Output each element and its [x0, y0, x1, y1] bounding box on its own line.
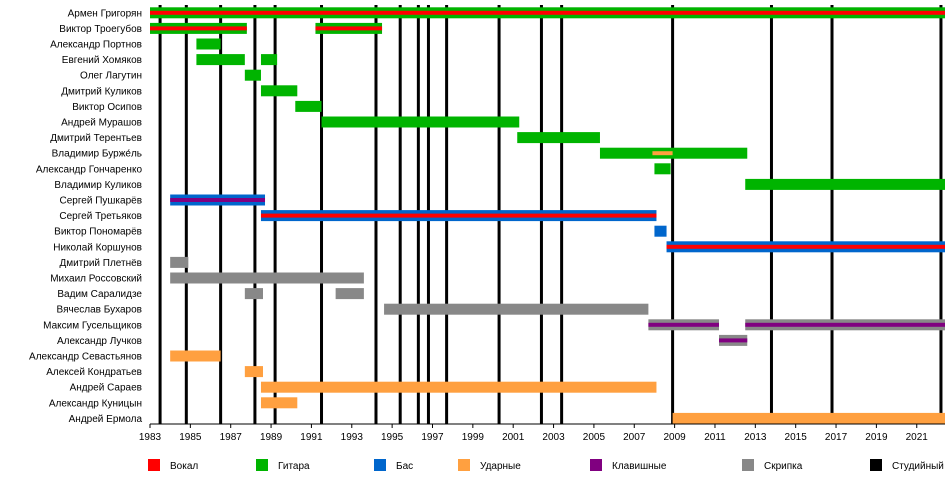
member-bar-stripe	[150, 10, 945, 15]
legend-swatch	[374, 459, 386, 471]
member-name: Максим Гусельщиков	[43, 320, 142, 331]
legend-swatch	[148, 459, 160, 471]
x-tick-label: 1993	[341, 432, 364, 443]
member-name: Михаил Россовский	[50, 274, 142, 285]
member-bar	[244, 288, 263, 300]
x-tick-label: 2021	[906, 432, 929, 443]
member-name: Александр Гончаренко	[36, 164, 143, 175]
member-name: Сергей Третьяков	[59, 211, 142, 222]
legend-label: Студийный	[892, 461, 944, 472]
x-tick-label: 1985	[179, 432, 202, 443]
member-bar	[654, 225, 667, 237]
legend-swatch	[458, 459, 470, 471]
member-bar	[745, 178, 945, 190]
member-bars	[150, 7, 945, 424]
member-bar	[599, 147, 748, 159]
x-tick-label: 2017	[825, 432, 848, 443]
member-name: Андрей Мурашов	[61, 118, 142, 129]
legend-label: Гитара	[278, 461, 310, 472]
member-name: Александр Портнов	[50, 40, 142, 51]
member-bar	[170, 272, 364, 284]
member-bar	[517, 132, 600, 144]
member-name: Вячеслав Бухаров	[57, 305, 142, 316]
member-bar	[321, 116, 520, 128]
member-names: Армен Григорян Виктор Троегубов Александр …	[29, 8, 142, 425]
member-name: Вадим Саралидзе	[57, 289, 142, 300]
x-tick-label: 1999	[462, 432, 485, 443]
member-name: Владимир Бурже́ль	[52, 148, 142, 159]
member-bar	[196, 54, 245, 66]
member-name: Виктор Троегубов	[59, 23, 142, 35]
legend-swatch	[870, 459, 882, 471]
legend-swatch	[590, 459, 602, 471]
x-axis: 1983 1985 1987 1989 1991 1993 1995 1997 1999 2001…	[139, 423, 945, 443]
member-bar	[335, 288, 364, 300]
member-bar-stripe	[652, 151, 673, 156]
x-tick-label: 1989	[260, 432, 283, 443]
x-tick-label: 1983	[139, 432, 162, 443]
member-bar	[672, 412, 945, 424]
x-tick-label: 2009	[663, 432, 686, 443]
member-name: Николай Коршунов	[53, 242, 142, 253]
member-name: Сергей Пушкарёв	[60, 196, 143, 207]
member-name: Евгений Хомяков	[62, 55, 142, 66]
x-tick-label: 2019	[865, 432, 888, 443]
member-bar-stripe	[745, 322, 945, 327]
member-bar-stripe	[719, 338, 748, 343]
member-bar-stripe	[666, 244, 945, 249]
member-bar	[244, 69, 261, 81]
member-bar	[260, 397, 298, 409]
legend-swatch	[256, 459, 268, 471]
member-bar-stripe	[260, 213, 657, 218]
member-name: Андрей Ермола	[69, 414, 143, 425]
member-bar	[260, 54, 278, 66]
x-tick-label: 1987	[220, 432, 243, 443]
legend-label: Бас	[396, 461, 413, 472]
legend-label: Скрипка	[764, 461, 803, 472]
member-bar	[196, 38, 221, 50]
x-tick-label: 2005	[583, 432, 606, 443]
member-name: Виктор Пономарёв	[54, 227, 142, 238]
member-name: Дмитрий Плетнёв	[59, 258, 142, 269]
member-name: Армен Григорян	[68, 8, 142, 19]
legend: Вокал Гитара Бас Ударные Клавишные Скрипка Сту…	[148, 459, 944, 472]
member-name: Александр Куницын	[49, 398, 142, 409]
legend-label: Клавишные	[612, 461, 667, 472]
member-bar-stripe	[648, 322, 720, 327]
member-bar	[260, 381, 657, 393]
member-bar	[654, 163, 671, 175]
member-bar-stripe	[170, 198, 266, 202]
member-name: Дмитрий Куликов	[61, 86, 142, 97]
x-tick-label: 2011	[704, 432, 726, 443]
x-tick-label: 1991	[300, 432, 323, 443]
member-bar	[295, 100, 322, 112]
x-tick-label: 1995	[381, 432, 404, 443]
member-name: Владимир Куликов	[54, 180, 142, 191]
member-bar	[384, 303, 649, 315]
x-tick-label: 2003	[542, 432, 565, 443]
x-tick-label: 2001	[502, 432, 525, 443]
member-bar	[260, 85, 298, 97]
member-bar	[170, 350, 221, 362]
legend-swatch	[742, 459, 754, 471]
member-name: Александр Севастьянов	[29, 352, 142, 363]
member-name: Алексей Кондратьев	[46, 367, 142, 378]
member-bar-stripe	[315, 26, 383, 31]
x-tick-label: 2007	[623, 432, 646, 443]
member-name: Александр Лучков	[57, 336, 142, 347]
x-tick-label: 2013	[744, 432, 767, 443]
x-tick-label: 1997	[421, 432, 444, 443]
member-bar	[244, 366, 263, 378]
legend-label: Ударные	[480, 461, 521, 472]
member-bar	[170, 256, 189, 268]
member-name: Олег Лагутин	[80, 71, 142, 82]
legend-label: Вокал	[170, 461, 198, 472]
member-name: Виктор Осипов	[72, 102, 142, 113]
member-name: Дмитрий Терентьев	[50, 133, 142, 144]
member-name: Андрей Сараев	[70, 383, 142, 394]
member-bar-stripe	[150, 26, 247, 31]
x-tick-label: 2015	[785, 432, 808, 443]
